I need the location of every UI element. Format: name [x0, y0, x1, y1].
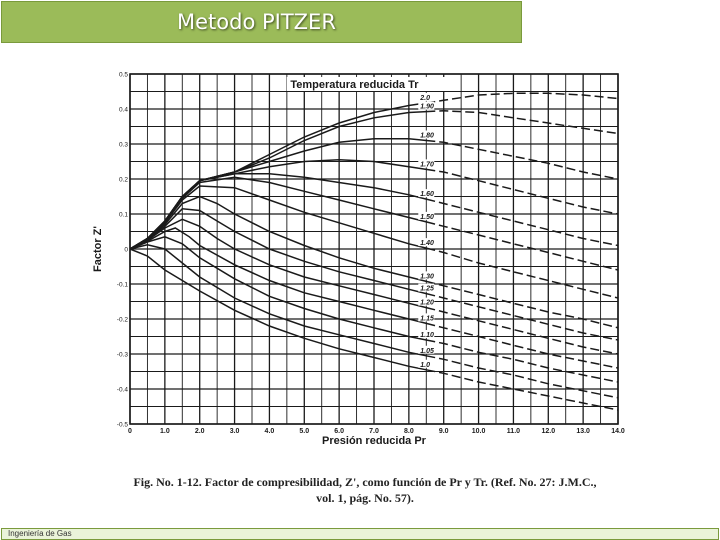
series-line-tr-2.0-extrapolated — [426, 93, 618, 103]
x-tick-label: 3.0 — [230, 428, 240, 435]
x-tick-label: 5.0 — [299, 428, 309, 435]
series-label: 1.05 — [420, 348, 434, 355]
series-line-tr-1.25-extrapolated — [426, 294, 618, 340]
footer-bar: Ingeniería de Gas — [1, 528, 719, 540]
chart-title: Temperatura reducida Tr — [290, 79, 419, 91]
y-tick-label: 0.5 — [119, 72, 128, 79]
series-label: 1.30 — [420, 273, 434, 280]
footer-label: Ingeniería de Gas — [8, 529, 72, 538]
series-label: 1.80 — [420, 133, 434, 140]
series-label: 1.40 — [420, 240, 434, 247]
x-tick-label: 4.0 — [265, 428, 275, 435]
x-tick-label: 11.0 — [507, 428, 520, 435]
series-line-tr-1.90-extrapolated — [426, 111, 618, 134]
series-line-tr-1.40-extrapolated — [426, 248, 618, 298]
y-axis-label: Factor Z' — [92, 226, 104, 272]
x-tick-label: 0 — [128, 428, 132, 435]
x-tick-label: 13.0 — [576, 428, 590, 435]
series-label: 1.50 — [420, 214, 434, 221]
figure-caption: Fig. No. 1-12. Factor de compresibilidad… — [105, 474, 625, 506]
y-tick-label: -0.3 — [117, 352, 129, 359]
y-tick-label: -0.5 — [117, 422, 129, 429]
x-tick-label: 1.0 — [160, 428, 170, 435]
x-tick-label: 6.0 — [334, 428, 344, 435]
series-line-tr-2.0 — [130, 103, 426, 249]
chart-labels: 2.0 1.90 1.80 1.70 1.60 1.50 1.40 1.30 1.25 1.20 1… — [92, 77, 455, 445]
series-label: 1.90 — [420, 104, 434, 111]
y-tick-label: 0.1 — [119, 212, 128, 219]
series-line-tr-1.70-extrapolated — [426, 169, 618, 214]
x-tick-label: 2.0 — [195, 428, 205, 435]
y-tick-label: 0.4 — [119, 107, 128, 114]
series-line-tr-1.25 — [130, 209, 426, 294]
x-tick-label: 14.0 — [611, 428, 625, 435]
y-tick-label: 0.3 — [119, 142, 128, 149]
chart-grid — [130, 74, 618, 424]
compressibility-chart: 0 1.0 2.0 3.0 4.0 5.0 6.0 7.0 8.0 9.0 10.0 11.0 12.0… — [88, 60, 633, 445]
y-tick-label: 0.2 — [119, 177, 128, 184]
series-label: 1.10 — [420, 332, 434, 339]
series-label: 1.15 — [420, 315, 434, 322]
series-label: 1.25 — [420, 286, 434, 293]
series-line-tr-1.05 — [130, 245, 426, 356]
y-tick-label: -0.2 — [117, 317, 129, 324]
series-line-tr-1.50-extrapolated — [426, 222, 618, 270]
series-line-tr-1.80 — [130, 139, 426, 249]
slide-title: Metodo PITZER — [177, 10, 336, 34]
y-tick-label: 0 — [124, 247, 128, 254]
series-label: 1.70 — [420, 161, 434, 168]
caption-line-1: Fig. No. 1-12. Factor de compresibilidad… — [105, 474, 625, 490]
series-label: 1.20 — [420, 300, 434, 307]
x-axis-label: Presión reducida Pr — [322, 435, 427, 445]
series-label: 2.0 — [419, 95, 430, 102]
x-tick-label: 12.0 — [541, 428, 555, 435]
x-tick-label: 9.0 — [439, 428, 449, 435]
series-line-tr-1.80-extrapolated — [426, 141, 618, 180]
y-tick-label: -0.1 — [117, 282, 129, 289]
series-line-tr-1.20 — [130, 219, 426, 307]
series-line-tr-1.0-extrapolated — [426, 370, 618, 410]
caption-line-2: vol. 1, pág. No. 57). — [105, 490, 625, 506]
x-tick-label: 10.0 — [472, 428, 486, 435]
x-tick-label: 8.0 — [404, 428, 414, 435]
title-bar: Metodo PITZER — [1, 1, 522, 43]
series-line-tr-1.30-extrapolated — [426, 281, 618, 327]
y-tick-label: -0.4 — [117, 387, 129, 394]
series-line-tr-1.60-extrapolated — [426, 199, 618, 245]
series-label: 1.0 — [420, 362, 430, 369]
series-label: 1.60 — [420, 191, 434, 198]
x-tick-label: 7.0 — [369, 428, 379, 435]
